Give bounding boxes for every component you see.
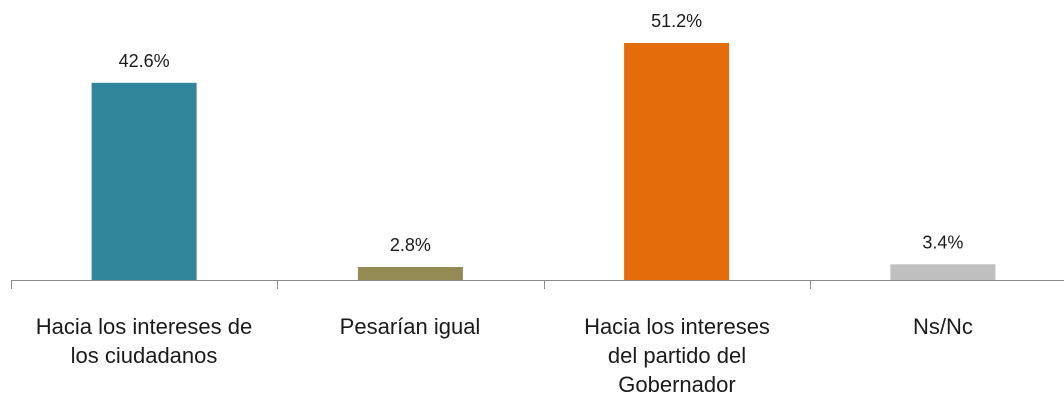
bar — [890, 264, 996, 280]
bar — [357, 267, 463, 280]
category-label: Hacia los intereses de los ciudadanos — [35, 314, 253, 368]
bar — [624, 43, 730, 280]
category-label: Pesarían igual — [339, 314, 481, 339]
data-label: 42.6% — [119, 51, 170, 71]
data-label: 3.4% — [922, 232, 963, 252]
bar — [91, 82, 197, 280]
data-label: 2.8% — [390, 235, 431, 255]
x-axis — [11, 280, 1064, 289]
value-labels-group: 42.6% 2.8% 51.2% 3.4% — [119, 11, 964, 255]
category-label: Ns/Nc — [913, 314, 973, 339]
bars-group — [91, 43, 996, 280]
data-label: 51.2% — [651, 11, 702, 31]
category-label: Hacia los intereses del partido del Gobe… — [584, 314, 770, 397]
